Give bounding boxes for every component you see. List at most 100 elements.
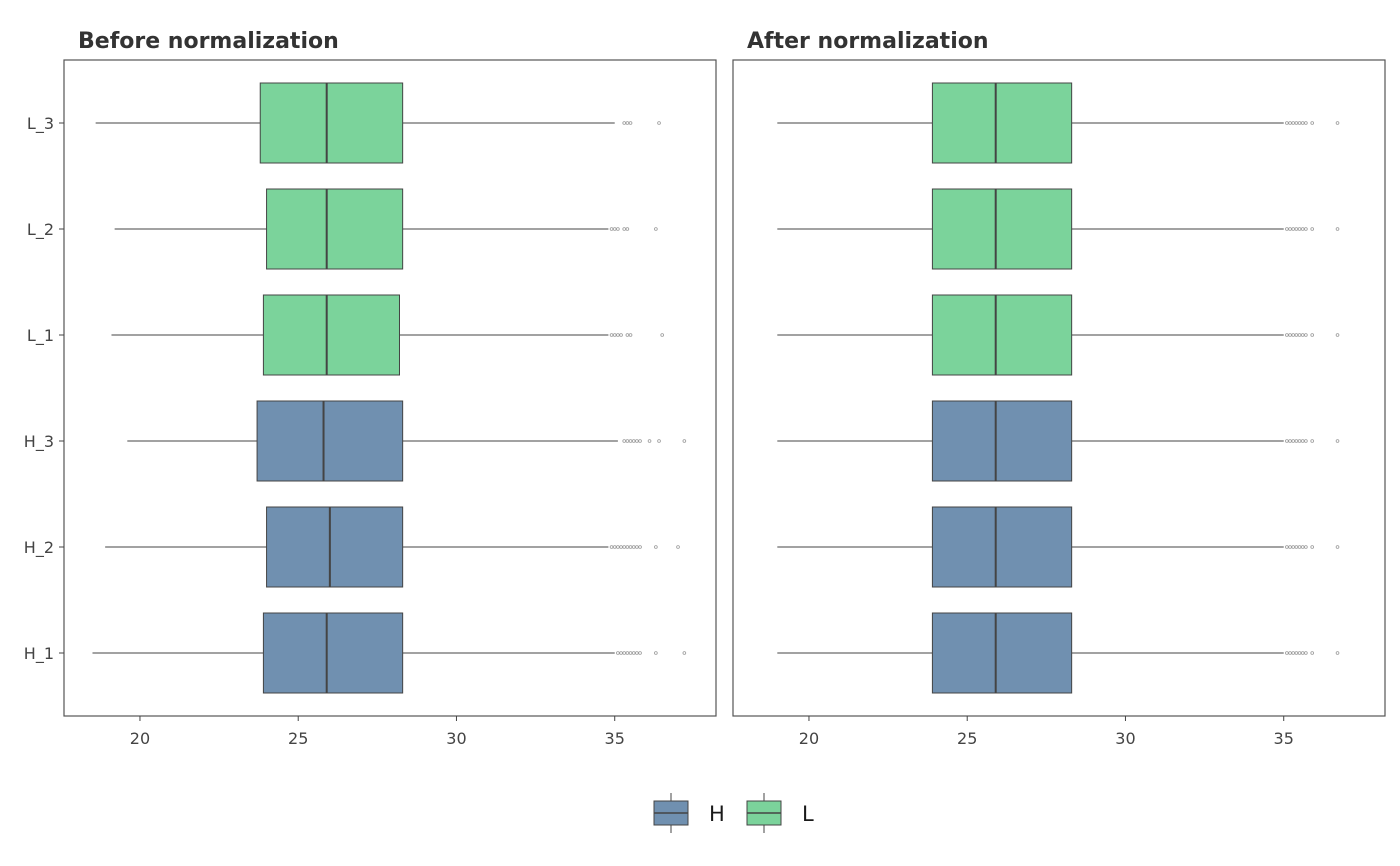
outlier-point bbox=[1304, 439, 1308, 443]
outlier-point bbox=[619, 333, 623, 337]
outlier-point bbox=[609, 333, 614, 337]
outlier-point bbox=[638, 545, 642, 549]
outlier-point bbox=[612, 545, 617, 549]
outlier-point bbox=[616, 333, 620, 337]
outlier-point bbox=[1304, 333, 1308, 337]
outlier-point bbox=[1291, 121, 1296, 125]
outlier-point bbox=[1285, 121, 1289, 125]
outlier-point bbox=[1297, 545, 1302, 549]
outlier-point bbox=[1291, 439, 1296, 443]
outlier-point bbox=[625, 121, 630, 125]
outlier-point bbox=[638, 439, 642, 443]
outlier-point bbox=[631, 651, 636, 655]
outlier-point bbox=[1291, 227, 1296, 231]
outlier-point bbox=[609, 545, 614, 549]
outlier-point bbox=[1285, 651, 1289, 655]
outlier-point bbox=[1297, 121, 1302, 125]
box-iqr bbox=[266, 188, 404, 270]
box-H_2 bbox=[777, 506, 1340, 588]
panel-frame bbox=[63, 59, 717, 717]
panel-1: Before normalization 20 25 30 35 H_1 H_2 H_3 L_1… bbox=[24, 29, 717, 748]
outlier-point bbox=[1304, 227, 1308, 231]
box-iqr bbox=[256, 400, 404, 482]
outlier-point bbox=[1304, 651, 1308, 655]
outlier-point bbox=[625, 545, 630, 549]
outlier-point bbox=[1310, 227, 1315, 231]
outlier-point bbox=[654, 545, 658, 549]
panel-title: Before normalization bbox=[78, 29, 339, 54]
outlier-point bbox=[622, 439, 627, 443]
legend-label: L bbox=[802, 802, 814, 826]
x-tick-label: 20 bbox=[130, 729, 150, 748]
y-tick-label: L_3 bbox=[27, 114, 54, 134]
panel-2: After normalization 20 25 30 35 bbox=[732, 29, 1386, 748]
outlier-point bbox=[1304, 121, 1308, 125]
box-H_1 bbox=[92, 612, 687, 694]
outlier-point bbox=[1297, 227, 1302, 231]
outlier-point bbox=[635, 545, 639, 549]
box-H_3 bbox=[127, 400, 687, 482]
outlier-point bbox=[676, 545, 680, 549]
box-iqr bbox=[931, 400, 1073, 482]
x-tick-label: 30 bbox=[1115, 729, 1135, 748]
legend-label: H bbox=[709, 802, 725, 826]
outlier-point bbox=[622, 545, 627, 549]
outlier-point bbox=[654, 227, 658, 231]
outlier-point bbox=[1310, 651, 1315, 655]
y-tick-label: L_2 bbox=[27, 220, 54, 240]
outlier-point bbox=[1297, 333, 1302, 337]
box-H_3 bbox=[777, 400, 1340, 482]
outlier-point bbox=[619, 651, 623, 655]
outlier-point bbox=[635, 651, 639, 655]
box-H_2 bbox=[105, 506, 680, 588]
outlier-point bbox=[1294, 227, 1299, 231]
outlier-point bbox=[657, 121, 661, 125]
box-L_2 bbox=[777, 188, 1340, 270]
outlier-point bbox=[1300, 333, 1305, 337]
outlier-point bbox=[638, 651, 642, 655]
outlier-point bbox=[1294, 651, 1299, 655]
panel-title: After normalization bbox=[747, 29, 989, 54]
outlier-point bbox=[628, 651, 633, 655]
outlier-point bbox=[625, 439, 630, 443]
outlier-point bbox=[1300, 545, 1305, 549]
outlier-point bbox=[1294, 121, 1299, 125]
outlier-point bbox=[619, 545, 623, 549]
outlier-point bbox=[1310, 439, 1315, 443]
outlier-point bbox=[1288, 651, 1292, 655]
box-iqr bbox=[931, 612, 1073, 694]
outlier-point bbox=[628, 333, 633, 337]
x-tick-label: 30 bbox=[446, 729, 466, 748]
outlier-point bbox=[1285, 439, 1289, 443]
box-iqr bbox=[931, 506, 1073, 588]
box-iqr bbox=[262, 612, 404, 694]
outlier-point bbox=[1304, 545, 1308, 549]
outlier-point bbox=[1291, 651, 1296, 655]
box-iqr bbox=[259, 82, 404, 164]
x-tick-label: 25 bbox=[957, 729, 977, 748]
outlier-point bbox=[1285, 333, 1289, 337]
outlier-point bbox=[625, 227, 630, 231]
panel-frame bbox=[732, 59, 1386, 717]
outlier-point bbox=[612, 333, 617, 337]
outlier-point bbox=[1310, 121, 1315, 125]
outlier-point bbox=[1288, 439, 1292, 443]
outlier-point bbox=[1335, 121, 1340, 125]
outlier-point bbox=[1310, 545, 1315, 549]
outlier-point bbox=[1288, 545, 1292, 549]
box-L_3 bbox=[95, 82, 661, 164]
outlier-point bbox=[631, 545, 636, 549]
outlier-point bbox=[1310, 333, 1315, 337]
box-iqr bbox=[931, 188, 1073, 270]
outlier-point bbox=[1288, 227, 1292, 231]
x-tick-label: 25 bbox=[288, 729, 308, 748]
outlier-point bbox=[609, 227, 614, 231]
outlier-point bbox=[1300, 651, 1305, 655]
outlier-point bbox=[682, 651, 687, 655]
outlier-point bbox=[1291, 333, 1296, 337]
y-tick-label: H_1 bbox=[24, 644, 54, 664]
outlier-point bbox=[1300, 227, 1305, 231]
x-tick-label: 35 bbox=[605, 729, 625, 748]
outlier-point bbox=[622, 227, 627, 231]
